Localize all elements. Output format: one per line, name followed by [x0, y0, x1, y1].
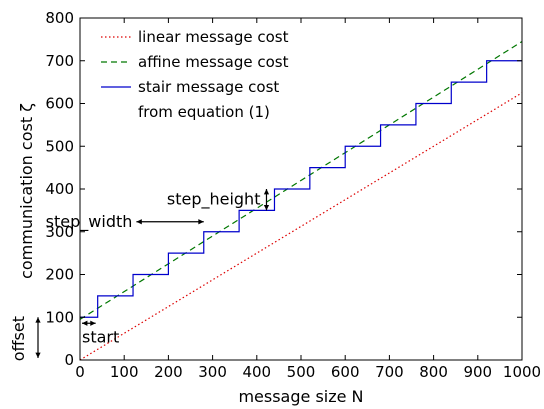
legend: linear message cost affine message cost … [101, 28, 289, 121]
x-tick-label: 0 [75, 363, 85, 381]
y-tick-label: 100 [45, 308, 74, 326]
legend-label-affine: affine message cost [138, 53, 289, 71]
legend-label-stair-line2: from equation (1) [138, 103, 270, 121]
x-tick-label: 200 [154, 363, 183, 381]
legend-label-linear: linear message cost [138, 28, 289, 46]
y-tick-label: 300 [45, 223, 74, 241]
y-axis-label: communication cost ζ [17, 103, 36, 279]
x-axis-label: message size N [238, 387, 363, 406]
y-tick-label: 600 [45, 95, 74, 113]
annotation-step-width: step_width [46, 212, 133, 232]
legend-label-stair: stair message cost [138, 78, 279, 96]
y-tick-label: 500 [45, 137, 74, 155]
annotations: step_height step_width start offset [9, 189, 270, 361]
x-tick-label: 800 [419, 363, 448, 381]
x-tick-label: 500 [287, 363, 316, 381]
x-tick-label: 1000 [503, 363, 541, 381]
series-line-1 [80, 41, 522, 320]
annotation-offset: offset [9, 316, 28, 361]
y-tick-label: 400 [45, 180, 74, 198]
annotation-start: start [82, 327, 119, 346]
x-tick-label: 100 [110, 363, 139, 381]
ticks-layer: 0 100 200 300 400 500 600 700 800 900 1000 0 100 200 3… [45, 9, 541, 381]
arrow-step-width [136, 219, 204, 225]
y-tick-label: 700 [45, 52, 74, 70]
arrow-offset [35, 317, 41, 358]
annotation-step-height: step_height [167, 190, 261, 210]
x-tick-label: 400 [242, 363, 271, 381]
y-tick-label: 800 [45, 9, 74, 27]
y-tick-label: 200 [45, 266, 74, 284]
series-line-2 [80, 60, 522, 318]
arrow-step-height [263, 189, 270, 211]
x-tick-label: 300 [198, 363, 227, 381]
series-layer [80, 41, 522, 360]
arrow-start [82, 320, 96, 326]
y-tick-label: 0 [64, 351, 74, 369]
x-tick-label: 600 [331, 363, 360, 381]
x-tick-label: 900 [463, 363, 492, 381]
series-line-0 [80, 92, 522, 360]
x-tick-label: 700 [375, 363, 404, 381]
